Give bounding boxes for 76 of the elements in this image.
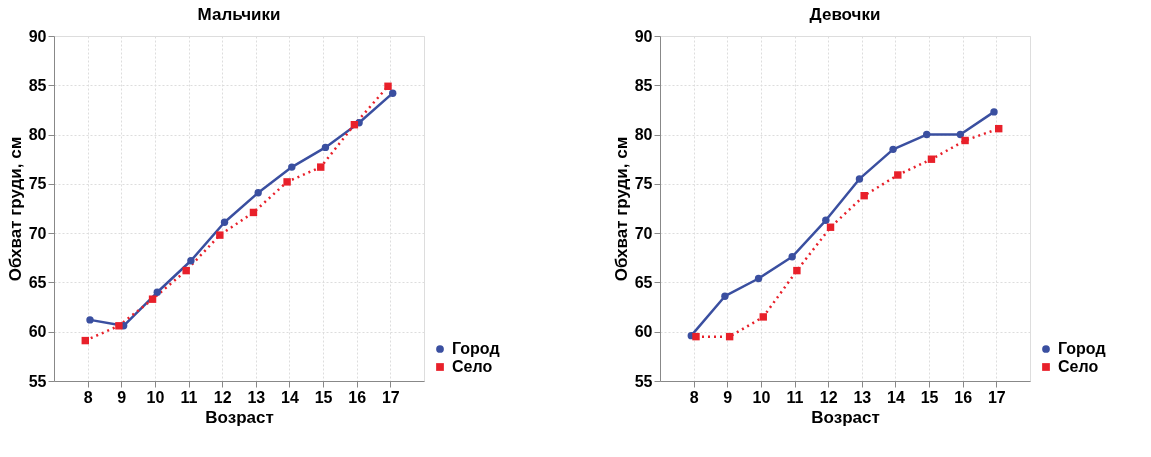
- chart-title: Мальчики: [197, 5, 281, 24]
- legend-label: Город: [452, 340, 500, 357]
- x-tick-label: 12: [819, 388, 838, 406]
- point: [793, 266, 801, 275]
- x-tick-label: 11: [180, 388, 198, 406]
- legend-label: Город: [1058, 340, 1106, 357]
- point: [990, 108, 998, 116]
- point: [182, 266, 190, 275]
- y-tick-label: 85: [634, 76, 653, 94]
- x-tick-label: 11: [786, 388, 804, 406]
- y-tick-label: 55: [634, 372, 653, 390]
- y-tick-label: 85: [28, 76, 47, 94]
- x-tick-label: 17: [381, 388, 400, 406]
- y-tick-label: 80: [28, 126, 47, 144]
- point: [321, 143, 330, 152]
- point: [288, 163, 296, 171]
- y-tick-label: 90: [634, 27, 653, 45]
- y-tick-label: 65: [28, 273, 47, 291]
- point: [754, 274, 763, 283]
- point: [254, 189, 262, 197]
- x-tick-label: 12: [213, 388, 232, 406]
- y-tick-label: 75: [634, 175, 653, 193]
- x-tick-label: 13: [247, 388, 266, 406]
- point: [860, 191, 868, 200]
- y-tick-label: 70: [28, 224, 47, 242]
- legend-label: Село: [452, 358, 493, 375]
- point: [759, 313, 767, 321]
- x-axis-title: Возраст: [205, 407, 274, 427]
- point: [894, 171, 902, 179]
- point: [384, 82, 392, 90]
- x-tick-label: 9: [723, 388, 733, 406]
- y-tick-label: 90: [28, 27, 47, 45]
- y-tick-label: 75: [28, 175, 47, 193]
- y-axis-title: Обхват груди, см: [5, 136, 25, 282]
- point: [153, 288, 161, 296]
- point: [115, 322, 123, 330]
- x-tick-label: 15: [314, 388, 333, 406]
- x-tick-label: 10: [146, 388, 165, 406]
- y-tick-label: 80: [634, 126, 653, 144]
- x-tick-label: 16: [954, 388, 973, 406]
- point: [187, 257, 195, 265]
- point: [889, 145, 897, 154]
- x-tick-label: 17: [987, 388, 1006, 406]
- point: [216, 231, 224, 239]
- point: [721, 292, 729, 300]
- point: [788, 253, 796, 261]
- x-tick-label: 16: [348, 388, 367, 406]
- y-tick-label: 60: [28, 323, 47, 341]
- point: [961, 136, 969, 145]
- x-tick-label: 9: [117, 388, 127, 406]
- point: [389, 89, 397, 97]
- x-tick-label: 14: [281, 388, 299, 406]
- x-tick-label: 10: [752, 388, 771, 406]
- point: [855, 175, 864, 183]
- point: [923, 130, 931, 139]
- point: [956, 130, 965, 139]
- y-tick-label: 65: [634, 273, 653, 291]
- chart-title: Девочки: [809, 5, 881, 24]
- point: [148, 295, 157, 303]
- x-axis-title: Возраст: [811, 407, 880, 427]
- x-tick-label: 13: [853, 388, 872, 406]
- point: [283, 178, 291, 186]
- y-tick-label: 60: [634, 323, 653, 341]
- x-tick-label: 14: [887, 388, 905, 406]
- x-tick-label: 15: [920, 388, 939, 406]
- y-tick-label: 70: [634, 224, 653, 242]
- point: [317, 163, 325, 171]
- point: [86, 316, 94, 324]
- x-tick-label: 8: [689, 388, 699, 406]
- point: [220, 218, 229, 226]
- y-axis-title: Обхват груди, см: [611, 136, 631, 282]
- legend-label: Село: [1058, 358, 1099, 375]
- x-tick-label: 8: [83, 388, 93, 406]
- y-tick-label: 55: [28, 372, 47, 390]
- point: [822, 216, 830, 225]
- point: [692, 332, 700, 341]
